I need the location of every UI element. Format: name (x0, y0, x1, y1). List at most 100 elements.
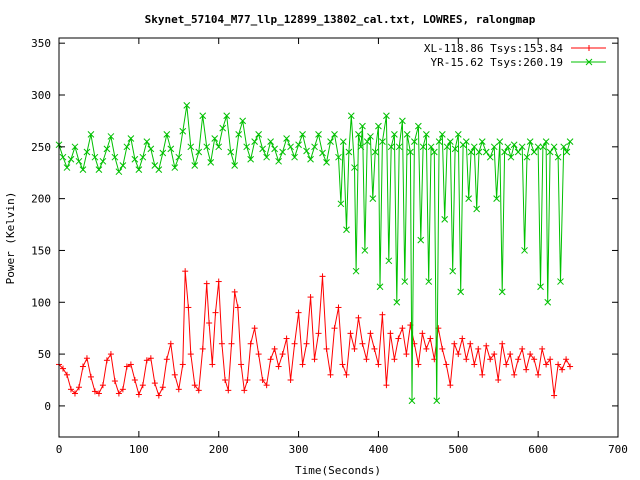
y-tick-label: 150 (31, 244, 51, 257)
data-point (71, 390, 78, 397)
data-point (235, 131, 243, 138)
data-point (499, 340, 506, 347)
data-point (359, 122, 366, 130)
data-point (399, 117, 406, 125)
data-point (443, 143, 451, 151)
y-tick-label: 250 (31, 141, 51, 154)
data-point (323, 345, 330, 352)
data-point (311, 356, 318, 363)
data-point (511, 371, 518, 378)
y-tick-label: 200 (31, 193, 51, 206)
data-point (355, 131, 362, 138)
data-point (267, 138, 274, 145)
data-point (155, 166, 163, 173)
data-point (530, 148, 538, 156)
data-point (486, 153, 494, 161)
data-point (311, 143, 318, 151)
data-point (95, 166, 103, 173)
data-point (218, 340, 225, 347)
data-point (299, 361, 306, 368)
data-point (438, 131, 446, 138)
data-point (519, 345, 526, 352)
data-point (387, 143, 395, 151)
data-point (159, 149, 167, 157)
data-point (451, 340, 458, 347)
data-point (357, 143, 365, 151)
data-point (182, 268, 189, 275)
legend: XL-118.86 Tsys:153.84 YR-15.62 Tsys:260.… (424, 42, 606, 69)
data-point (504, 143, 512, 151)
data-point (490, 143, 498, 151)
data-point (526, 138, 534, 145)
data-point (171, 371, 178, 378)
data-point (352, 267, 360, 275)
data-point (351, 164, 358, 171)
data-point (393, 298, 401, 306)
data-point (191, 382, 198, 389)
data-point (223, 112, 231, 120)
data-point (319, 273, 326, 280)
data-point (534, 143, 542, 151)
x-tick-label: 0 (56, 443, 63, 456)
data-point (263, 153, 270, 161)
data-point (255, 351, 262, 358)
data-point (107, 133, 115, 140)
data-point (315, 330, 322, 337)
data-point (407, 148, 414, 156)
data-point (495, 377, 502, 383)
data-point (155, 392, 162, 399)
data-point (243, 143, 251, 151)
data-point (187, 351, 194, 358)
data-point (347, 330, 354, 337)
data-point (419, 143, 427, 151)
data-point (531, 356, 538, 363)
data-point (103, 357, 110, 364)
data-point (247, 155, 255, 163)
data-point (433, 397, 441, 405)
data-point (383, 382, 390, 389)
legend-label-xl: XL-118.86 Tsys:153.84 (424, 42, 563, 55)
data-point (185, 304, 192, 311)
data-point (275, 157, 282, 165)
y-axis-label: Power (Kelvin) (4, 192, 17, 285)
data-point (207, 159, 215, 166)
data-point (187, 143, 195, 151)
data-point (567, 363, 574, 370)
data-point (295, 141, 302, 149)
series-line (58, 271, 571, 397)
data-point (139, 382, 146, 389)
data-point (355, 314, 362, 321)
data-point (566, 138, 574, 145)
data-point (271, 145, 278, 153)
data-point (369, 195, 377, 202)
data-point (375, 361, 382, 368)
data-point (383, 112, 390, 120)
plot-frame (58, 37, 619, 438)
data-point (283, 335, 290, 342)
series-yr (55, 102, 574, 405)
data-point (422, 131, 430, 138)
data-point (123, 363, 130, 370)
data-point (479, 371, 486, 378)
x-axis-label: Time(Seconds) (295, 464, 381, 477)
data-point (135, 391, 142, 398)
data-point (498, 288, 506, 296)
x-tick-label: 300 (289, 443, 309, 456)
data-point (467, 148, 475, 156)
data-point (175, 386, 182, 393)
data-point (171, 164, 179, 171)
x-tick-label: 400 (368, 443, 388, 456)
data-point (99, 382, 106, 389)
data-point (339, 138, 347, 145)
data-point (462, 138, 470, 145)
data-point (457, 288, 465, 296)
data-point (83, 148, 91, 156)
data-point (510, 141, 518, 149)
data-point (375, 122, 382, 130)
data-point (451, 145, 459, 153)
data-point (559, 366, 566, 373)
data-point (251, 325, 258, 332)
data-point (550, 143, 558, 151)
data-point (95, 390, 102, 397)
